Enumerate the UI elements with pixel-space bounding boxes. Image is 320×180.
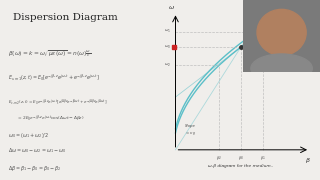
- Text: Slope = vₘ = vₘ(w₀): Slope = vₘ = vₘ(w₀): [244, 25, 284, 29]
- Circle shape: [257, 9, 306, 55]
- Text: $= v_g$: $= v_g$: [185, 130, 195, 138]
- Text: $\beta_2$: $\beta_2$: [216, 154, 222, 162]
- Text: $\omega_0$: $\omega_0$: [164, 43, 171, 51]
- Text: $\omega_0=(\omega_1+\omega_2)/2$: $\omega_0=(\omega_1+\omega_2)/2$: [8, 131, 50, 140]
- Text: Slope: Slope: [185, 125, 196, 129]
- Text: $E_{c,m1}(z,t)=E_0[e^{-j\beta_1 z}e^{j\omega_1 t}+e^{-j\beta_2 z}e^{j\omega_2 t}: $E_{c,m1}(z,t)=E_0[e^{-j\beta_1 z}e^{j\o…: [8, 72, 100, 82]
- Text: $\omega_2$: $\omega_2$: [164, 62, 171, 69]
- Text: Dispersion Diagram: Dispersion Diagram: [13, 13, 118, 22]
- Text: $\beta(\omega)=k=\omega\sqrt{\mu\epsilon(\omega)}=n(\omega)\frac{\omega}{c}$: $\beta(\omega)=k=\omega\sqrt{\mu\epsilon…: [8, 49, 92, 59]
- Text: $=2E_0e^{-j\beta_0 z}e^{j\omega_0 t}\cos(\Delta\omega t - \Delta\beta z)$: $=2E_0e^{-j\beta_0 z}e^{j\omega_0 t}\cos…: [17, 113, 84, 124]
- Text: $\beta_1$: $\beta_1$: [260, 154, 266, 162]
- Text: $\beta_0$: $\beta_0$: [238, 154, 244, 162]
- Text: $\Delta\omega=\omega_0-\omega_2=\omega_1-\omega_0$: $\Delta\omega=\omega_0-\omega_2=\omega_1…: [8, 146, 67, 155]
- Text: ω-β diagram for the medium..: ω-β diagram for the medium..: [208, 164, 274, 168]
- Text: $\Delta\beta=\beta_1-\beta_0=\beta_0-\beta_2$: $\Delta\beta=\beta_1-\beta_0=\beta_0-\be…: [8, 164, 62, 173]
- Text: $E_{c,m2}(z,t)=E_0e^{-j\beta_0 z}e^{j\omega_0 t}[e^{j\Delta\beta z}e^{-j\Delta\o: $E_{c,m2}(z,t)=E_0e^{-j\beta_0 z}e^{j\om…: [8, 97, 108, 107]
- Text: $\beta$: $\beta$: [305, 156, 311, 165]
- Ellipse shape: [251, 54, 312, 83]
- Text: $\omega_1$: $\omega_1$: [164, 28, 171, 35]
- Text: $\omega$: $\omega$: [168, 4, 175, 11]
